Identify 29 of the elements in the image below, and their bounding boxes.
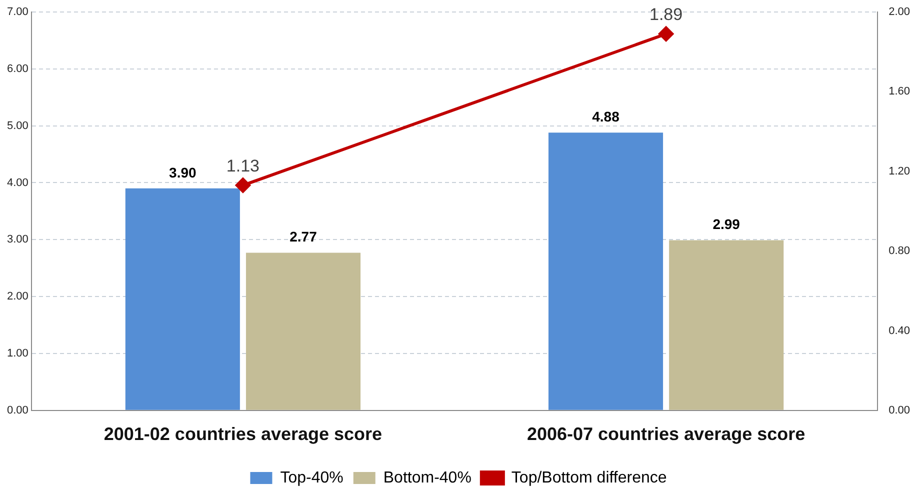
y-tick-label: 4.00 — [6, 176, 28, 189]
y2-tick-label: 0.40 — [888, 324, 910, 337]
legend-label: Top-40% — [280, 469, 344, 486]
data-label: 2.77 — [290, 228, 318, 245]
x-tick-label: 2001-02 countries average score — [104, 424, 382, 444]
bar — [548, 132, 664, 410]
data-label: 4.88 — [592, 108, 620, 125]
x-tick-label: 2006-07 countries average score — [526, 424, 806, 444]
data-label: 1.13 — [226, 156, 260, 176]
y2-tick-label: 0.00 — [888, 404, 910, 416]
legend-label: Top/Bottom difference — [511, 469, 667, 486]
y2-tick-label: 1.60 — [888, 86, 910, 98]
bar — [125, 188, 240, 410]
data-label: 3.90 — [169, 164, 196, 180]
data-label: 1.89 — [650, 5, 683, 24]
legend-label: Bottom-40% — [383, 469, 472, 486]
y-tick-label: 6.00 — [6, 62, 28, 75]
y-tick-label: 7.00 — [6, 6, 28, 18]
data-label: 2.99 — [712, 216, 740, 232]
bar — [669, 240, 784, 410]
y-tick-label: 2.00 — [6, 290, 28, 303]
y2-tick-label: 0.80 — [888, 245, 910, 258]
y-tick-label: 5.00 — [6, 120, 28, 132]
y2-tick-label: 1.20 — [888, 165, 910, 178]
bar — [246, 252, 361, 410]
y-tick-label: 0.00 — [6, 404, 28, 416]
y-tick-label: 3.00 — [6, 234, 28, 246]
y-tick-label: 1.00 — [6, 348, 28, 360]
y2-tick-label: 2.00 — [888, 6, 910, 18]
